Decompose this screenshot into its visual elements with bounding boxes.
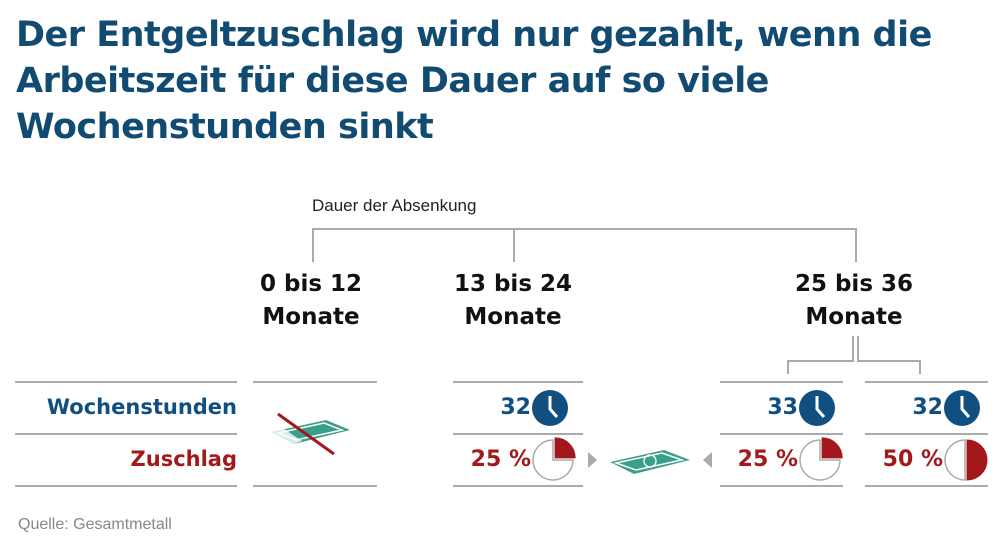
row-label-bonus: Zuschlag [130, 447, 237, 471]
bonus-value: 25 % [737, 447, 798, 472]
split-line [919, 360, 921, 374]
row-divider [720, 433, 843, 435]
source-note: Quelle: Gesamtmetall [18, 516, 172, 533]
bonus-value: 25 % [470, 447, 531, 472]
bracket-tick [855, 228, 857, 262]
bracket-tick [513, 228, 515, 262]
period-unit: Monate [262, 304, 360, 330]
row-divider [253, 485, 377, 487]
pie-chart-icon [532, 437, 576, 481]
period-header-2: 13 bis 24 Monate [423, 268, 603, 334]
period-range: 13 bis 24 [453, 271, 573, 297]
arrow-left-icon [703, 452, 712, 468]
row-divider [720, 485, 843, 487]
arrow-right-icon [588, 452, 597, 468]
row-divider [865, 433, 988, 435]
row-divider [15, 485, 237, 487]
bracket-line [312, 228, 857, 230]
bonus-value: 50 % [882, 447, 943, 472]
hours-value: 32 [500, 395, 531, 420]
row-label-hours: Wochenstunden [46, 395, 237, 419]
bracket-tick [312, 228, 314, 262]
split-line [857, 360, 921, 362]
row-divider [453, 433, 583, 435]
row-divider [865, 381, 988, 383]
period-header-1: 0 bis 12 Monate [221, 268, 401, 334]
hours-value: 32 [912, 395, 943, 420]
period-unit: Monate [805, 304, 903, 330]
row-divider [15, 381, 237, 383]
row-divider [253, 381, 377, 383]
clock-icon [532, 390, 568, 426]
duration-label: Dauer der Absenkung [312, 196, 477, 215]
split-line [857, 336, 859, 360]
pie-chart-icon [944, 439, 988, 481]
row-divider [453, 485, 583, 487]
split-line [787, 360, 789, 374]
page-title: Der Entgeltzuschlag wird nur gezahlt, we… [16, 15, 932, 147]
row-divider [720, 381, 843, 383]
split-line [852, 336, 854, 360]
money-icon [610, 450, 690, 474]
period-range: 25 bis 36 [794, 271, 914, 297]
row-divider [453, 381, 583, 383]
no-money-icon [272, 412, 350, 456]
hours-value: 33 [767, 395, 798, 420]
clock-icon [944, 390, 980, 426]
period-header-3: 25 bis 36 Monate [764, 268, 944, 334]
split-line [787, 360, 854, 362]
period-range: 0 bis 12 [259, 271, 363, 297]
row-divider [865, 485, 988, 487]
clock-icon [799, 390, 835, 426]
row-divider [15, 433, 237, 435]
pie-chart-icon [799, 437, 843, 481]
period-unit: Monate [464, 304, 562, 330]
